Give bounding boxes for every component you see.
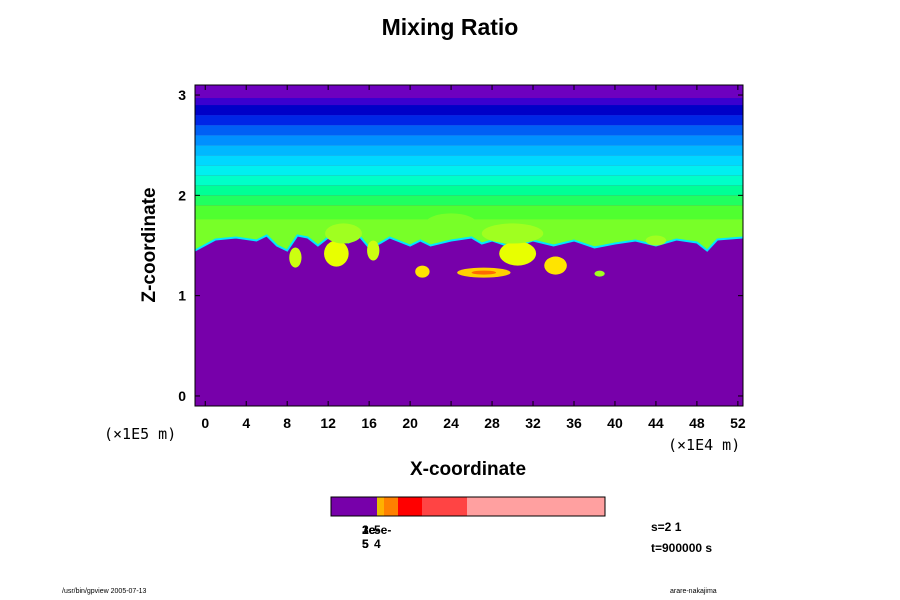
contour-band <box>195 135 743 146</box>
y-tick-label: 1 <box>178 288 186 304</box>
mixing-patch <box>481 223 544 244</box>
x-tick-label: 32 <box>525 415 541 431</box>
x-tick-label: 16 <box>361 415 377 431</box>
x-axis: 0 4 8 12 16 20 24 28 32 36 40 44 48 52 <box>201 85 746 431</box>
y-axis-label: Z-coordinate <box>139 187 160 303</box>
colorbar-label: 3e-5 <box>362 523 380 551</box>
y-axis-unit: (×1E5 m) <box>104 425 177 443</box>
x-axis-label: X-coordinate <box>409 459 527 480</box>
x-tick-label: 24 <box>443 415 459 431</box>
contour-band <box>195 105 743 116</box>
mixing-patch <box>325 223 362 244</box>
contour-band <box>195 175 743 186</box>
colorbar-label: 1e-5 <box>362 523 380 551</box>
x-tick-label: 44 <box>648 415 664 431</box>
colorbar-segment <box>331 497 377 516</box>
time-info: t=900000 s <box>651 541 713 555</box>
y-tick-label: 3 <box>178 87 186 103</box>
mixing-patch <box>324 240 349 267</box>
colorbar-frame <box>330 496 606 517</box>
y-axis: 0 1 2 3 <box>178 87 743 404</box>
colorbar-segment <box>377 497 380 516</box>
y-tick-label: 2 <box>178 187 186 203</box>
colorbar-segment <box>398 497 422 516</box>
mixing-patch <box>499 241 537 266</box>
contour-band <box>195 195 743 206</box>
mixing-core <box>471 270 497 275</box>
x-tick-label: 12 <box>320 415 336 431</box>
colorbar-segment <box>422 497 467 516</box>
contour-band <box>195 185 743 196</box>
x-tick-label: 0 <box>201 415 209 431</box>
mixing-patch <box>425 213 477 234</box>
x-tick-label: 36 <box>566 415 582 431</box>
contour-band <box>195 155 743 166</box>
mixing-patch <box>645 235 667 246</box>
colorbar-label: 5e-4 <box>374 523 392 551</box>
contour-band <box>195 85 743 99</box>
footer-left: /usr/bin/gpview 2005-07-13 <box>62 588 147 595</box>
x-tick-label: 48 <box>689 415 705 431</box>
colorbar-segment <box>384 497 398 516</box>
x-tick-label: 28 <box>484 415 500 431</box>
mixing-ratio-field <box>195 85 743 406</box>
x-axis-unit: (×1E4 m) <box>668 436 741 454</box>
colorbar-segment <box>467 497 605 516</box>
x-tick-label: 4 <box>242 415 250 431</box>
x-tick-label: 40 <box>607 415 623 431</box>
mixing-patch <box>544 256 567 275</box>
footer-right: arare-nakajima <box>670 588 717 595</box>
mixing-patch <box>289 247 302 268</box>
contour-band <box>195 205 743 221</box>
colorbar-label: 2e-5 <box>362 523 380 551</box>
contour-band <box>195 165 743 176</box>
contour-band <box>195 98 743 106</box>
contour-band <box>195 145 743 156</box>
y-tick-label: 0 <box>178 388 186 404</box>
colorbar <box>330 496 606 517</box>
contour-band <box>195 115 743 126</box>
x-tick-label: 52 <box>730 415 746 431</box>
colorbar-segment <box>380 497 384 516</box>
plot-frame <box>194 84 744 407</box>
x-tick-label: 20 <box>402 415 418 431</box>
s-info: s=2 1 <box>651 520 682 534</box>
x-tick-label: 8 <box>283 415 291 431</box>
chart-title: Mixing Ratio <box>381 14 519 40</box>
contour-band <box>195 125 743 136</box>
mixing-patch <box>594 270 605 277</box>
mixing-patch <box>415 265 430 278</box>
boundary-edge <box>195 234 743 252</box>
mixing-patch <box>367 240 380 261</box>
